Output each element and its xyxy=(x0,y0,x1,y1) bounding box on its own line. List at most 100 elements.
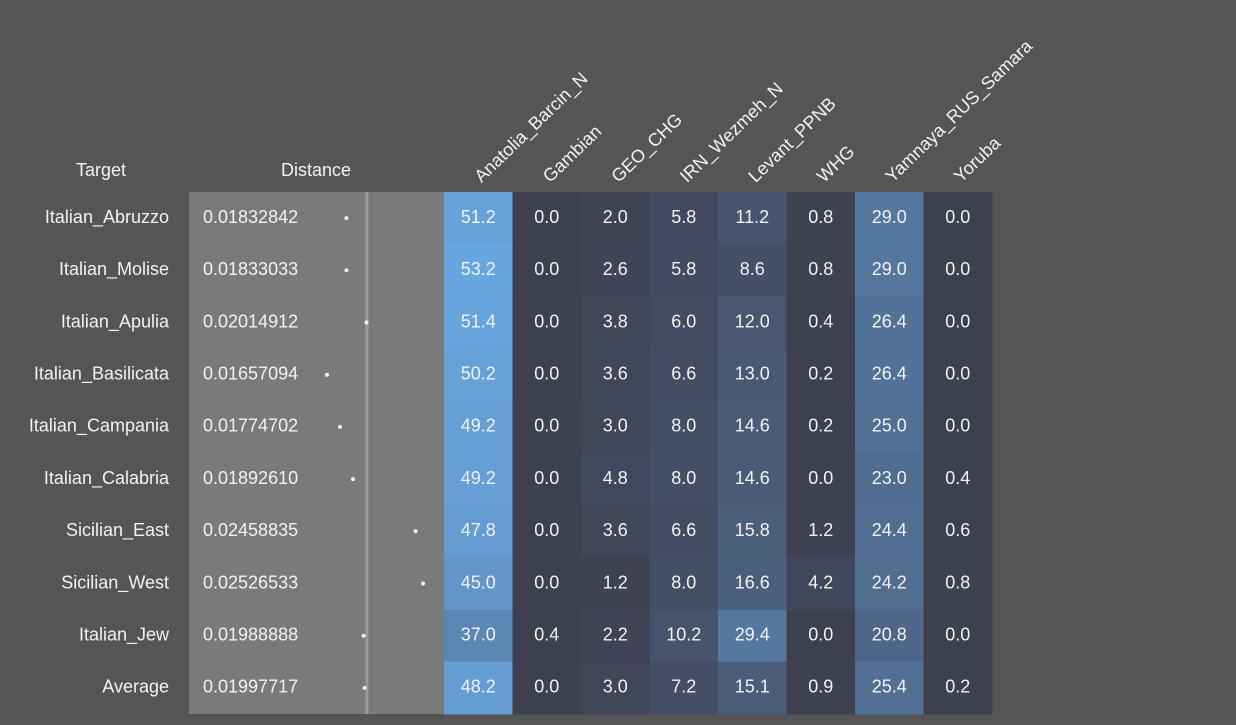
cell-value: 0.8 xyxy=(808,259,833,279)
cell-value: 49.2 xyxy=(461,416,496,436)
heat-cell xyxy=(444,348,513,402)
heat-cell xyxy=(512,348,582,402)
heat-cell xyxy=(512,296,582,350)
distance-dot xyxy=(344,216,349,221)
column-header: Anatolia_Barcin_N xyxy=(470,68,592,187)
heat-cell xyxy=(923,296,993,350)
cell-value: 25.0 xyxy=(872,416,907,436)
cell-value: 0.2 xyxy=(808,363,833,383)
cell-value: 3.6 xyxy=(603,363,628,383)
heat-cell xyxy=(649,557,719,611)
heat-cell xyxy=(512,192,582,245)
cell-value: 4.8 xyxy=(603,468,628,488)
cell-value: 0.6 xyxy=(945,520,970,540)
cell-value: 0.2 xyxy=(808,416,833,436)
cell-value: 50.2 xyxy=(461,363,496,383)
cell-value: 0.0 xyxy=(945,311,970,331)
heat-cell xyxy=(786,505,856,558)
heat-cell xyxy=(512,609,582,663)
heat-cell xyxy=(649,505,719,558)
cell-value: 0.0 xyxy=(808,624,833,644)
cell-value: 3.0 xyxy=(603,416,628,436)
cell-value: 25.4 xyxy=(872,677,907,697)
cell-value: 37.0 xyxy=(461,624,496,644)
distance-dot xyxy=(361,633,366,638)
heat-cell xyxy=(923,557,993,611)
heat-cell xyxy=(444,244,513,297)
cell-value: 6.6 xyxy=(671,363,696,383)
cell-value: 29.0 xyxy=(872,259,907,279)
cell-value: 11.2 xyxy=(735,207,769,227)
heat-cell xyxy=(718,400,787,454)
heat-cell xyxy=(444,661,513,715)
heat-cell xyxy=(444,192,513,245)
cell-value: 10.2 xyxy=(666,624,701,644)
column-header: Gambian xyxy=(539,121,605,186)
cell-value: 0.0 xyxy=(534,207,559,227)
row-label: Average xyxy=(102,677,169,697)
distance: 0.02458835 xyxy=(203,520,298,540)
heat-cell xyxy=(581,244,650,297)
heat-cell xyxy=(444,557,513,611)
cell-value: 14.6 xyxy=(735,468,770,488)
cell-value: 2.0 xyxy=(603,207,628,227)
distance: 0.01657094 xyxy=(203,363,298,383)
cell-value: 15.1 xyxy=(735,677,770,697)
cell-value: 47.8 xyxy=(461,520,496,540)
distance: 0.01774702 xyxy=(203,416,298,436)
heat-cell xyxy=(855,505,924,558)
heat-cell xyxy=(923,609,993,663)
cell-value: 26.4 xyxy=(872,363,907,383)
heat-cell xyxy=(923,348,993,402)
cell-value: 26.4 xyxy=(872,311,907,331)
distance-dot xyxy=(362,685,367,690)
heat-cell xyxy=(444,296,513,350)
heat-cell xyxy=(923,244,993,297)
distance: 0.01833033 xyxy=(203,259,298,279)
distance-panel xyxy=(189,192,444,714)
heat-cell xyxy=(581,296,650,350)
cell-value: 24.2 xyxy=(872,572,907,592)
cell-value: 0.0 xyxy=(945,624,970,644)
heat-cell xyxy=(855,192,924,245)
cell-value: 8.0 xyxy=(671,572,696,592)
heat-cell xyxy=(512,400,582,454)
heat-cell xyxy=(923,505,993,558)
cell-value: 20.8 xyxy=(872,624,907,644)
distance: 0.02014912 xyxy=(203,311,298,331)
cell-value: 13.0 xyxy=(735,363,770,383)
heat-cell xyxy=(786,348,856,402)
heat-cell xyxy=(923,192,993,245)
cell-value: 4.2 xyxy=(808,572,833,592)
heat-cell xyxy=(581,453,650,506)
heat-cell xyxy=(855,244,924,297)
row-label: Italian_Jew xyxy=(79,624,170,645)
heat-cell xyxy=(649,192,719,245)
cell-value: 16.6 xyxy=(735,572,770,592)
row-label: Sicilian_West xyxy=(61,572,169,593)
cell-value: 12.0 xyxy=(735,311,770,331)
heat-cell xyxy=(512,661,582,715)
heat-cell xyxy=(855,609,924,663)
cell-value: 29.0 xyxy=(872,207,907,227)
cell-value: 3.8 xyxy=(603,311,628,331)
cell-value: 0.0 xyxy=(945,207,970,227)
heat-cell xyxy=(649,400,719,454)
cell-value: 3.0 xyxy=(603,677,628,697)
distance: 0.02526533 xyxy=(203,572,298,592)
heat-cell xyxy=(649,296,719,350)
heat-cell xyxy=(786,192,856,245)
distance: 0.01832842 xyxy=(203,207,298,227)
distance: 0.01988888 xyxy=(203,624,298,644)
heat-cell xyxy=(786,400,856,454)
heat-cell xyxy=(923,400,993,454)
heat-cell xyxy=(855,661,924,715)
cell-value: 0.0 xyxy=(808,468,833,488)
row-label: Italian_Abruzzo xyxy=(45,207,169,228)
heat-cell xyxy=(923,661,993,715)
column-header: WHG xyxy=(813,141,859,186)
cell-value: 0.0 xyxy=(945,363,970,383)
heat-cell xyxy=(581,348,650,402)
heat-cell xyxy=(718,609,787,663)
